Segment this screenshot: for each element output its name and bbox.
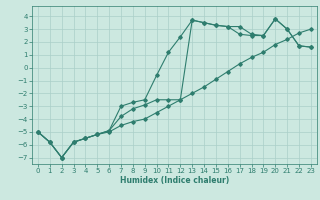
X-axis label: Humidex (Indice chaleur): Humidex (Indice chaleur) [120, 176, 229, 185]
